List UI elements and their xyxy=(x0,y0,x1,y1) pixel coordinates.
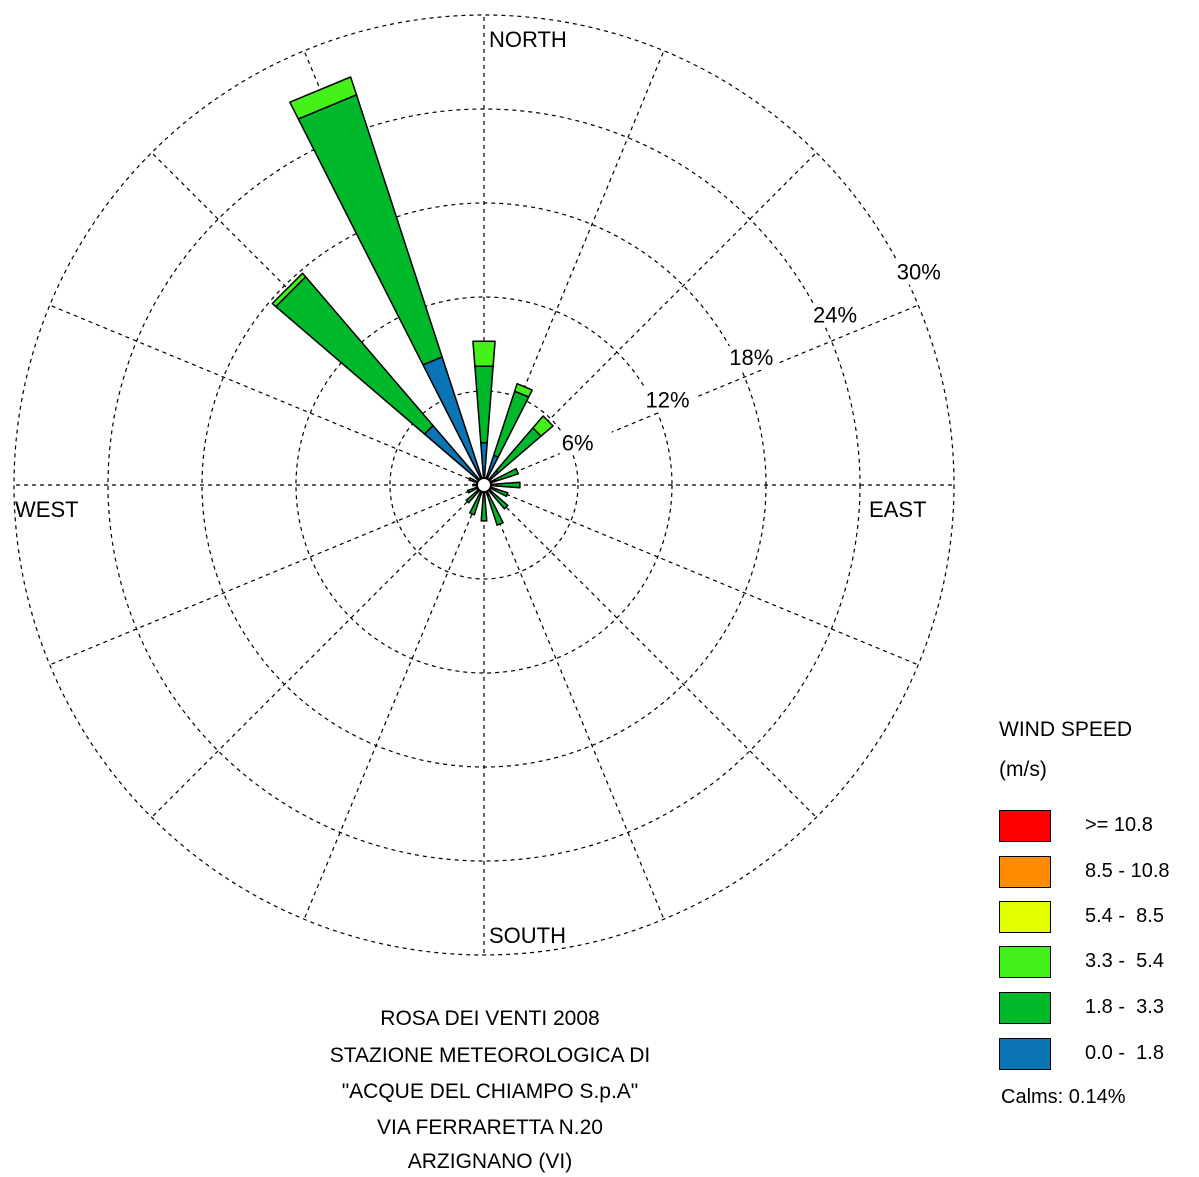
caption-line-4: VIA FERRARETTA N.20 xyxy=(376,1116,603,1139)
petal-segment xyxy=(480,493,488,522)
petal-segment xyxy=(513,382,533,398)
ring-label-background xyxy=(727,345,780,370)
chart-labels: NORTH EAST SOUTH WEST 6% 12% 18% 24% 30% xyxy=(15,27,947,948)
ring-label: 30% xyxy=(897,260,941,285)
caption-line-5: ARZIGNANO (VI) xyxy=(407,1150,573,1173)
caption-line-2: STAZIONE METEOROLOGICA DI xyxy=(329,1044,651,1067)
ring-label-background xyxy=(811,303,864,328)
grid-spoke xyxy=(49,304,485,486)
calms-note: Calms: 0.14% xyxy=(1001,1086,1126,1108)
caption-line-3: "ACQUE DEL CHIAMPO S.p.A" xyxy=(341,1080,639,1103)
petal-segment xyxy=(472,340,496,368)
grid-spoke xyxy=(303,484,485,920)
petal-segment xyxy=(271,272,307,308)
direction-label-south: SOUTH xyxy=(489,923,566,948)
petal-segment xyxy=(469,492,482,516)
ring-label-background xyxy=(643,388,696,413)
petal-segment xyxy=(495,481,521,489)
grid-spoke xyxy=(49,484,485,666)
ring-label: 12% xyxy=(646,388,690,413)
legend-swatch xyxy=(999,901,1051,933)
legend-swatch xyxy=(999,992,1051,1024)
petal-segment xyxy=(465,490,479,504)
petal-segment xyxy=(423,424,485,486)
chart-petals xyxy=(271,76,554,526)
petal-segment xyxy=(486,494,504,526)
petal-segment xyxy=(493,487,509,498)
petal-segment xyxy=(474,365,494,444)
ring-label: 6% xyxy=(562,430,594,455)
legend-label: 5.4 - 8.5 xyxy=(1085,905,1164,927)
grid-spoke xyxy=(151,484,485,818)
ring-label: 24% xyxy=(813,302,857,327)
legend-swatch xyxy=(999,810,1051,842)
grid-spoke xyxy=(483,484,665,920)
legend-label: >= 10.8 xyxy=(1085,814,1153,836)
grid-ring xyxy=(13,14,955,956)
grid-spoke xyxy=(483,304,919,486)
grid-spoke xyxy=(483,484,919,666)
grid-spoke xyxy=(483,484,817,818)
calm-center xyxy=(476,477,492,493)
ring-label-background xyxy=(559,431,612,456)
legend-unit: (m/s) xyxy=(999,758,1047,781)
legend-label: 1.8 - 3.3 xyxy=(1085,996,1164,1018)
ring-label: 18% xyxy=(729,345,773,370)
legend-swatch xyxy=(999,1038,1051,1070)
caption-line-1: ROSA DEI VENTI 2008 xyxy=(380,1007,600,1030)
petal-segment xyxy=(532,415,554,437)
petal-segment xyxy=(289,76,358,120)
petal-segment xyxy=(422,356,485,486)
direction-label-east: EAST xyxy=(869,497,926,522)
grid-spoke xyxy=(483,50,665,486)
grid-spoke xyxy=(483,152,817,486)
direction-label-west: WEST xyxy=(15,497,79,522)
ring-label-background xyxy=(894,260,947,285)
legend-swatch xyxy=(999,856,1051,888)
direction-label-north: NORTH xyxy=(489,27,567,52)
legend-title: WIND SPEED xyxy=(999,718,1133,741)
legend-label: 3.3 - 5.4 xyxy=(1085,950,1164,972)
petal-segment xyxy=(494,467,520,482)
legend-label: 8.5 - 10.8 xyxy=(1085,860,1170,882)
legend-swatch xyxy=(999,946,1051,978)
petal-segment xyxy=(490,491,509,510)
legend-label: 0.0 - 1.8 xyxy=(1085,1042,1164,1064)
